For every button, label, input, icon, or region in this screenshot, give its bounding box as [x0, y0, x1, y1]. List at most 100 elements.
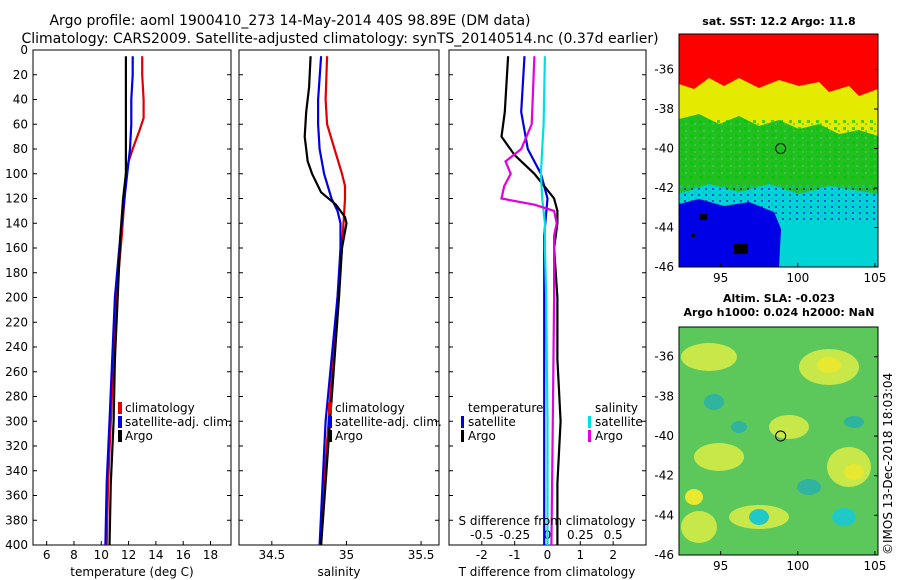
legend-swatch-t-argo — [461, 430, 464, 442]
x-tick-label: 14 — [148, 548, 163, 562]
x2-tick-label: -0.5 — [470, 528, 493, 542]
salinity-legend: climatology satellite-adj. clim. Argo — [328, 401, 442, 443]
sla-map-panel: Altim. SLA: -0.023 Argo h1000: 0.024 h20… — [654, 292, 886, 573]
x-tick-label: 34.5 — [258, 548, 285, 562]
legend-swatch-t-satellite — [461, 416, 464, 428]
salinity-panel: 34.5 35 35.5 salinity climatology satellit… — [238, 49, 442, 579]
depth-tick-label: 160 — [5, 241, 28, 255]
x2-tick-label: 0.5 — [604, 528, 623, 542]
salinity-x-axis-label: salinity — [317, 565, 360, 579]
legend-label-s-argo: Argo — [595, 429, 623, 443]
map-x-tick-label: 100 — [786, 559, 809, 573]
legend-label-t-argo: Argo — [468, 429, 496, 443]
map-x-tick-label: 95 — [713, 271, 728, 285]
x-tick-label: -1 — [509, 548, 521, 562]
legend-title-temperature: temperature — [468, 401, 543, 415]
x-tick-label: 2 — [609, 548, 617, 562]
temperature-difference-legend: temperature satellite Argo — [461, 401, 543, 443]
x-tick-label: -2 — [476, 548, 488, 562]
watermark: ©IMOS 13-Dec-2018 18:03:04 — [881, 373, 895, 555]
sla-map-title-line-2: Argo h1000: 0.024 h2000: NaN — [683, 306, 874, 319]
depth-tick-label: 260 — [5, 365, 28, 379]
x-tick-label: 35 — [339, 548, 354, 562]
x-tick-label: 35.5 — [408, 548, 435, 562]
sst-cold-region — [679, 199, 781, 267]
legend-swatch-argo — [328, 430, 332, 442]
sla-peaks — [685, 357, 864, 505]
series-line-temperature-satellite — [520, 56, 549, 545]
legend-label-argo: Argo — [125, 429, 153, 443]
temperature-legend: climatology satellite-adj. clim. Argo — [118, 401, 232, 443]
depth-tick-label: 80 — [13, 142, 28, 156]
legend-swatch-argo — [118, 430, 122, 442]
depth-tick-label: 200 — [5, 291, 28, 305]
title-line-1: Argo profile: aoml 1900410_273 14-May-20… — [49, 13, 530, 29]
map-y-tick-label: -42 — [654, 469, 674, 483]
legend-label-satellite: satellite-adj. clim. — [125, 415, 232, 429]
sst-land-mask — [734, 244, 748, 254]
map-y-tick-label: -44 — [654, 221, 674, 235]
series-line-salinity-satellite — [539, 56, 549, 545]
series-line-temperature-argo — [500, 56, 562, 545]
depth-tick-label: 380 — [5, 513, 28, 527]
legend-label-t-satellite: satellite — [468, 415, 516, 429]
x-tick-label: 0 — [544, 548, 552, 562]
depth-tick-label: 240 — [5, 340, 28, 354]
depth-tick-label: 0 — [20, 43, 28, 57]
depth-tick-label: 340 — [5, 464, 28, 478]
legend-label-satellite: satellite-adj. clim. — [335, 415, 442, 429]
depth-tick-label: 360 — [5, 489, 28, 503]
sst-warm-region — [679, 34, 878, 96]
map-y-tick-label: -36 — [654, 63, 674, 77]
depth-tick-label: 220 — [5, 315, 28, 329]
t-difference-x-axis-label: T difference from climatology — [458, 565, 636, 579]
series-line-argo — [303, 56, 348, 546]
map-x-tick-label: 100 — [786, 271, 809, 285]
map-y-tick-label: -38 — [654, 389, 674, 403]
map-x-tick-label: 105 — [863, 559, 886, 573]
depth-tick-label: 60 — [13, 117, 28, 131]
legend-swatch-satellite — [328, 416, 332, 428]
legend-label-argo: Argo — [335, 429, 363, 443]
x2-tick-label: -0.25 — [499, 528, 530, 542]
depth-tick-label: 180 — [5, 266, 28, 280]
depth-tick-label: 120 — [5, 192, 28, 206]
depth-tick-label: 140 — [5, 216, 28, 230]
title-line-2: Climatology: CARS2009. Satellite-adjuste… — [21, 31, 658, 47]
sla-map-title-line-1: Altim. SLA: -0.023 — [723, 292, 835, 305]
x-tick-label: 16 — [176, 548, 191, 562]
map-y-tick-label: -40 — [654, 142, 674, 156]
legend-swatch-climatology — [328, 402, 332, 414]
sst-texture — [679, 119, 878, 179]
sst-land-mask — [699, 214, 707, 220]
depth-tick-label: 320 — [5, 439, 28, 453]
depth-tick-label: 400 — [5, 538, 28, 552]
map-y-tick-label: -46 — [654, 548, 674, 562]
sla-map-frame — [678, 326, 879, 556]
legend-swatch-climatology — [118, 402, 122, 414]
map-x-tick-label: 105 — [863, 271, 886, 285]
sst-map-panel: sat. SST: 12.2 Argo: 11.8 — [654, 15, 886, 285]
sla-troughs — [749, 508, 856, 526]
depth-tick-label: 20 — [13, 68, 28, 82]
x-tick-label: 6 — [43, 548, 51, 562]
legend-swatch-satellite — [118, 416, 122, 428]
difference-panel: -2 -1 0 1 2-0.5 -0.25 0 0.25 0.5 T difference fr… — [448, 49, 647, 579]
x-tick-label: 12 — [121, 548, 136, 562]
x2-tick-label: 0.25 — [567, 528, 594, 542]
depth-tick-label: 280 — [5, 390, 28, 404]
s-difference-x-axis-label: S difference from climatology — [459, 514, 636, 528]
series-line-salinity-argo — [500, 56, 558, 546]
sst-map-title: sat. SST: 12.2 Argo: 11.8 — [702, 15, 855, 28]
legend-swatch-s-argo — [588, 430, 591, 442]
legend-swatch-s-satellite — [588, 416, 591, 428]
temperature-plot-frame — [32, 49, 232, 546]
map-y-tick-label: -36 — [654, 350, 674, 364]
x-tick-label: 10 — [94, 548, 109, 562]
temperature-x-axis-label: temperature (deg C) — [70, 565, 193, 579]
series-line-satellite-adj-clim- — [104, 56, 134, 546]
map-y-tick-label: -38 — [654, 102, 674, 116]
map-y-tick-label: -44 — [654, 508, 674, 522]
depth-tick-label: 100 — [5, 167, 28, 181]
